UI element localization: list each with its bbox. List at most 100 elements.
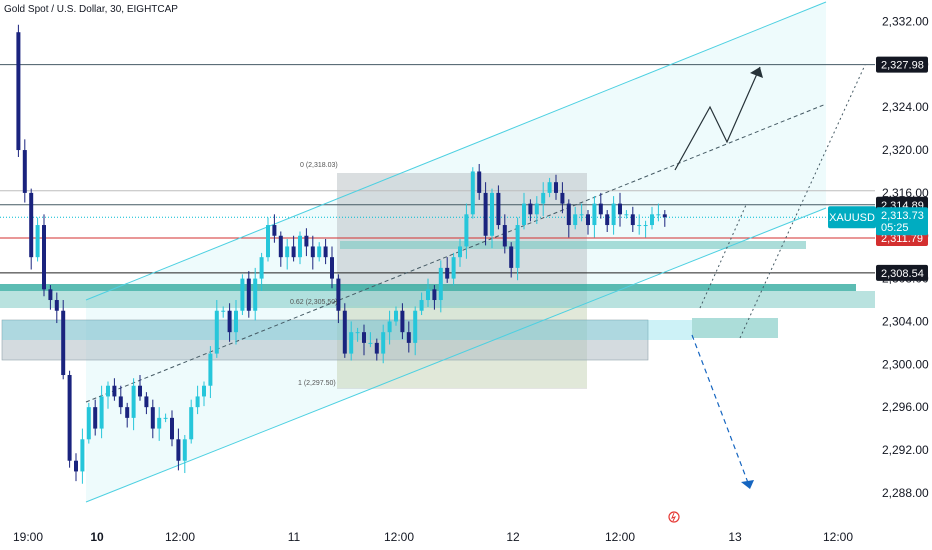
channel-fill <box>86 2 826 502</box>
candle <box>432 289 437 301</box>
candle <box>483 192 488 236</box>
arrow-head <box>750 67 763 78</box>
time-tick-label: 12 <box>506 530 520 544</box>
candle <box>458 246 462 258</box>
candle <box>534 203 539 215</box>
candle <box>208 353 213 386</box>
time-tick-label: 12:00 <box>605 530 635 544</box>
price-tick-label: 2,332.00 <box>882 15 929 29</box>
candle <box>362 332 366 343</box>
candle <box>522 203 526 226</box>
candle <box>182 439 187 461</box>
candle <box>29 192 34 258</box>
zone-strip-light <box>0 291 875 308</box>
projection-dotted <box>699 204 747 309</box>
candle <box>656 214 661 216</box>
arrow-head-down <box>741 480 754 489</box>
demand-zone-teal <box>2 320 692 340</box>
candle <box>643 225 648 227</box>
symbol-tag-text: XAUUSD <box>829 212 875 224</box>
candle <box>554 182 558 193</box>
candle <box>80 439 85 472</box>
candle <box>16 32 21 151</box>
candle <box>605 214 610 226</box>
candle <box>202 385 206 397</box>
candle <box>490 192 494 236</box>
candle <box>54 300 59 311</box>
candle <box>61 310 66 376</box>
zone-right <box>692 318 778 338</box>
candle <box>35 225 40 258</box>
candle <box>381 332 386 354</box>
candle <box>74 460 78 472</box>
candle <box>214 310 219 354</box>
current-price-tag <box>876 207 928 236</box>
price-tag-text: 2,327.98 <box>881 60 924 72</box>
time-tick-label: 12:00 <box>384 530 414 544</box>
candle <box>131 385 136 418</box>
candle <box>598 203 603 215</box>
price-tick-label: 2,316.00 <box>882 186 929 200</box>
candle <box>227 310 232 333</box>
price-tick-label: 2,300.00 <box>882 357 929 371</box>
candle <box>451 257 456 279</box>
candle <box>163 417 168 419</box>
candle <box>138 385 142 397</box>
candle <box>630 214 635 226</box>
candle <box>176 439 181 461</box>
alert-icon[interactable] <box>668 511 680 523</box>
candle <box>387 321 392 333</box>
candle <box>541 192 546 204</box>
candle <box>528 203 533 215</box>
candle <box>477 171 482 193</box>
drawings-layer <box>0 1 875 503</box>
candle <box>144 396 149 408</box>
fib-labels: 0 (2,318.03) 0.62 (2,305.50) 1 (2,297.50) <box>290 162 338 387</box>
candle <box>330 257 334 279</box>
price-tick-label: 2,292.00 <box>882 443 929 457</box>
candle <box>93 407 98 429</box>
candle <box>586 214 590 226</box>
candle <box>419 300 424 311</box>
candle <box>496 192 501 226</box>
price-tag-text: 2,308.54 <box>881 268 924 280</box>
candle <box>509 246 514 268</box>
candle <box>22 150 27 193</box>
candle <box>42 225 46 290</box>
candle <box>355 332 360 334</box>
time-axis[interactable]: 19:00 10 12:00 11 12:00 12 12:00 13 12:00 <box>13 530 853 544</box>
candle <box>278 235 283 258</box>
candle <box>240 278 245 311</box>
time-tick-label: 12:00 <box>823 530 853 544</box>
candle <box>413 310 418 343</box>
candle <box>86 407 91 440</box>
symbol-tag <box>828 206 876 229</box>
candle <box>99 396 104 429</box>
candle <box>349 332 354 354</box>
price-tick-label: 2,288.00 <box>882 486 929 500</box>
candle <box>125 407 130 418</box>
projection-down <box>691 334 751 489</box>
time-tick-label: 13 <box>728 530 742 544</box>
candle <box>515 225 520 268</box>
fib-box-upper <box>337 173 587 286</box>
candle <box>189 407 194 440</box>
candle <box>342 310 347 354</box>
candle <box>310 246 315 258</box>
demand-zone-gray <box>1 319 649 361</box>
channel-lower <box>85 207 827 503</box>
candle <box>426 289 430 301</box>
projection-path <box>674 66 761 171</box>
candle <box>618 203 622 215</box>
candle <box>637 225 642 227</box>
candle <box>445 267 450 279</box>
candle <box>259 257 264 279</box>
price-tick-label: 2,320.00 <box>882 143 929 157</box>
candle <box>246 278 251 311</box>
candle <box>234 310 238 333</box>
price-tick-label: 2,296.00 <box>882 400 929 414</box>
candle <box>253 278 258 311</box>
candle <box>106 385 110 397</box>
candle <box>317 246 322 258</box>
